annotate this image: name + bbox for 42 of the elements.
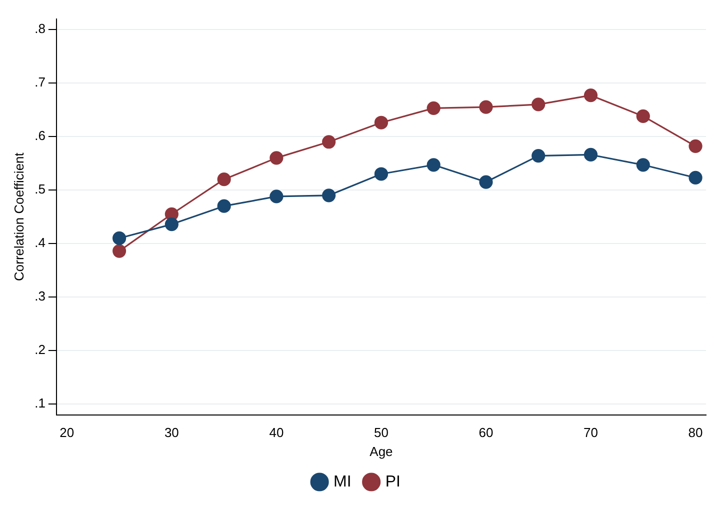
x-tick-label: 60: [478, 425, 494, 440]
point: [479, 175, 493, 189]
point: [374, 167, 388, 181]
point: [164, 217, 178, 232]
legend-label: MI: [334, 473, 352, 490]
point: [584, 88, 598, 102]
point: [532, 148, 546, 163]
point: [688, 170, 702, 185]
y-tick-label: .8: [34, 21, 46, 36]
point: [584, 148, 598, 162]
y-tick-label: .5: [34, 182, 46, 197]
point: [112, 231, 126, 246]
x-tick-label: 30: [164, 425, 179, 440]
x-tick-label: 50: [374, 425, 388, 440]
legend-label: PI: [385, 473, 400, 490]
y-tick-label: .2: [34, 342, 46, 358]
point: [270, 190, 284, 204]
point: [217, 199, 231, 213]
point: [426, 158, 440, 172]
y-axis-title: Correlation Coefficient: [11, 152, 26, 281]
point: [426, 101, 440, 115]
x-tick-label: 80: [688, 425, 703, 440]
y-tick-label: .3: [34, 288, 46, 304]
point: [217, 172, 231, 186]
y-tick-label: .7: [34, 74, 46, 90]
point: [322, 188, 336, 202]
x-tick-label: 40: [269, 425, 284, 440]
point: [636, 109, 650, 123]
y-tick-label: .4: [34, 235, 46, 250]
y-tick-label: .1: [34, 396, 46, 411]
point: [322, 135, 336, 149]
point: [112, 244, 126, 258]
x-tick-label: 70: [584, 425, 598, 440]
x-axis-title: Age: [370, 444, 393, 459]
point: [270, 151, 284, 165]
point: [374, 116, 388, 130]
y-tick-label: .6: [34, 128, 46, 144]
point: [479, 100, 493, 114]
point: [688, 139, 702, 153]
point: [636, 158, 650, 172]
x-tick-label: 20: [60, 425, 74, 440]
point: [532, 98, 546, 112]
